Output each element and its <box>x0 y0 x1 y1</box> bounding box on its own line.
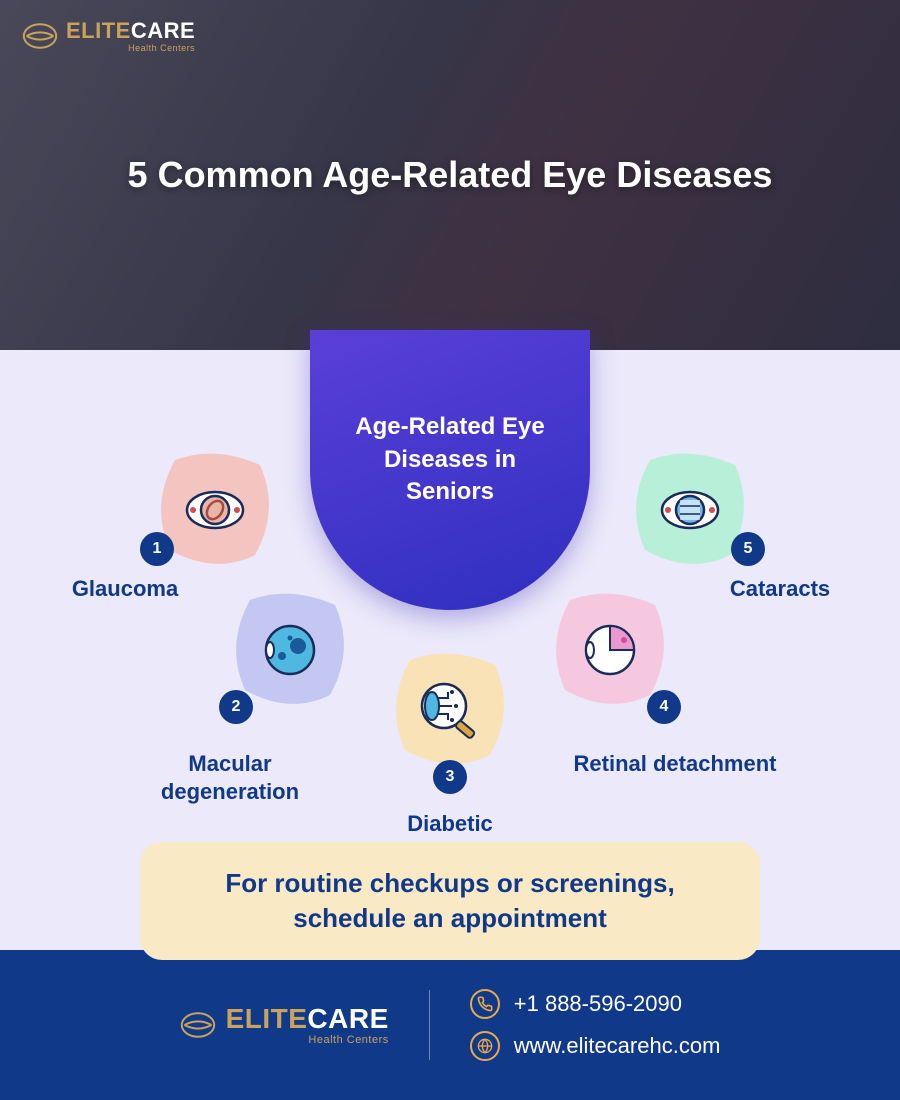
disease-label-4: Retinal detachment <box>565 750 785 778</box>
globe-icon <box>470 1031 500 1061</box>
infographic-body: Age-Related Eye Diseases in Seniors 1 Gl… <box>0 350 900 950</box>
brand-swirl-icon <box>22 18 58 54</box>
number-badge-3: 3 <box>433 760 467 794</box>
brand-subtitle: Health Centers <box>66 44 195 53</box>
number-badge-1: 1 <box>140 532 174 566</box>
disease-petal-1: 1 <box>150 450 280 570</box>
footer-contact-block: +1 888-596-2090 www.elitecarehc.com <box>470 989 721 1061</box>
brand-name: ELITECARE <box>66 20 195 42</box>
brand-logo-top: ELITECARE Health Centers <box>22 18 195 54</box>
disease-label-5: Cataracts <box>690 575 870 603</box>
glaucoma-eye-icon <box>183 486 247 534</box>
phone-text: +1 888-596-2090 <box>514 991 682 1017</box>
website-row[interactable]: www.elitecarehc.com <box>470 1031 721 1061</box>
disease-petal-2: 2 <box>225 590 355 710</box>
footer-bar: ELITECARE Health Centers +1 888-596-2090… <box>0 950 900 1100</box>
phone-row[interactable]: +1 888-596-2090 <box>470 989 721 1019</box>
brand-swirl-icon <box>180 1007 216 1043</box>
number-badge-5: 5 <box>731 532 765 566</box>
disease-petal-3: 3 <box>385 650 515 770</box>
center-title-text: Age-Related Eye Diseases in Seniors <box>340 411 560 508</box>
center-title-badge: Age-Related Eye Diseases in Seniors <box>310 330 590 610</box>
disease-label-2: Macular degeneration <box>130 750 330 805</box>
number-badge-4: 4 <box>647 690 681 724</box>
phone-icon <box>470 989 500 1019</box>
cta-banner: For routine checkups or screenings, sche… <box>140 842 760 960</box>
website-text: www.elitecarehc.com <box>514 1033 721 1059</box>
hero-banner: ELITECARE Health Centers 5 Common Age-Re… <box>0 0 900 350</box>
footer-divider <box>429 990 430 1060</box>
brand-subtitle: Health Centers <box>226 1035 389 1046</box>
cta-text: For routine checkups or screenings, sche… <box>225 868 674 933</box>
diabetic-magnifier-icon <box>418 680 482 740</box>
number-badge-2: 2 <box>219 690 253 724</box>
disease-petal-4: 4 <box>545 590 675 710</box>
brand-name: ELITECARE <box>226 1005 389 1033</box>
macular-eye-icon <box>260 622 320 678</box>
disease-label-1: Glaucoma <box>35 575 215 603</box>
retinal-eye-icon <box>580 622 640 678</box>
hero-title: 5 Common Age-Related Eye Diseases <box>128 154 773 196</box>
cataracts-eye-icon <box>658 486 722 534</box>
disease-petal-5: 5 <box>625 450 755 570</box>
brand-logo-footer: ELITECARE Health Centers <box>180 1005 389 1046</box>
